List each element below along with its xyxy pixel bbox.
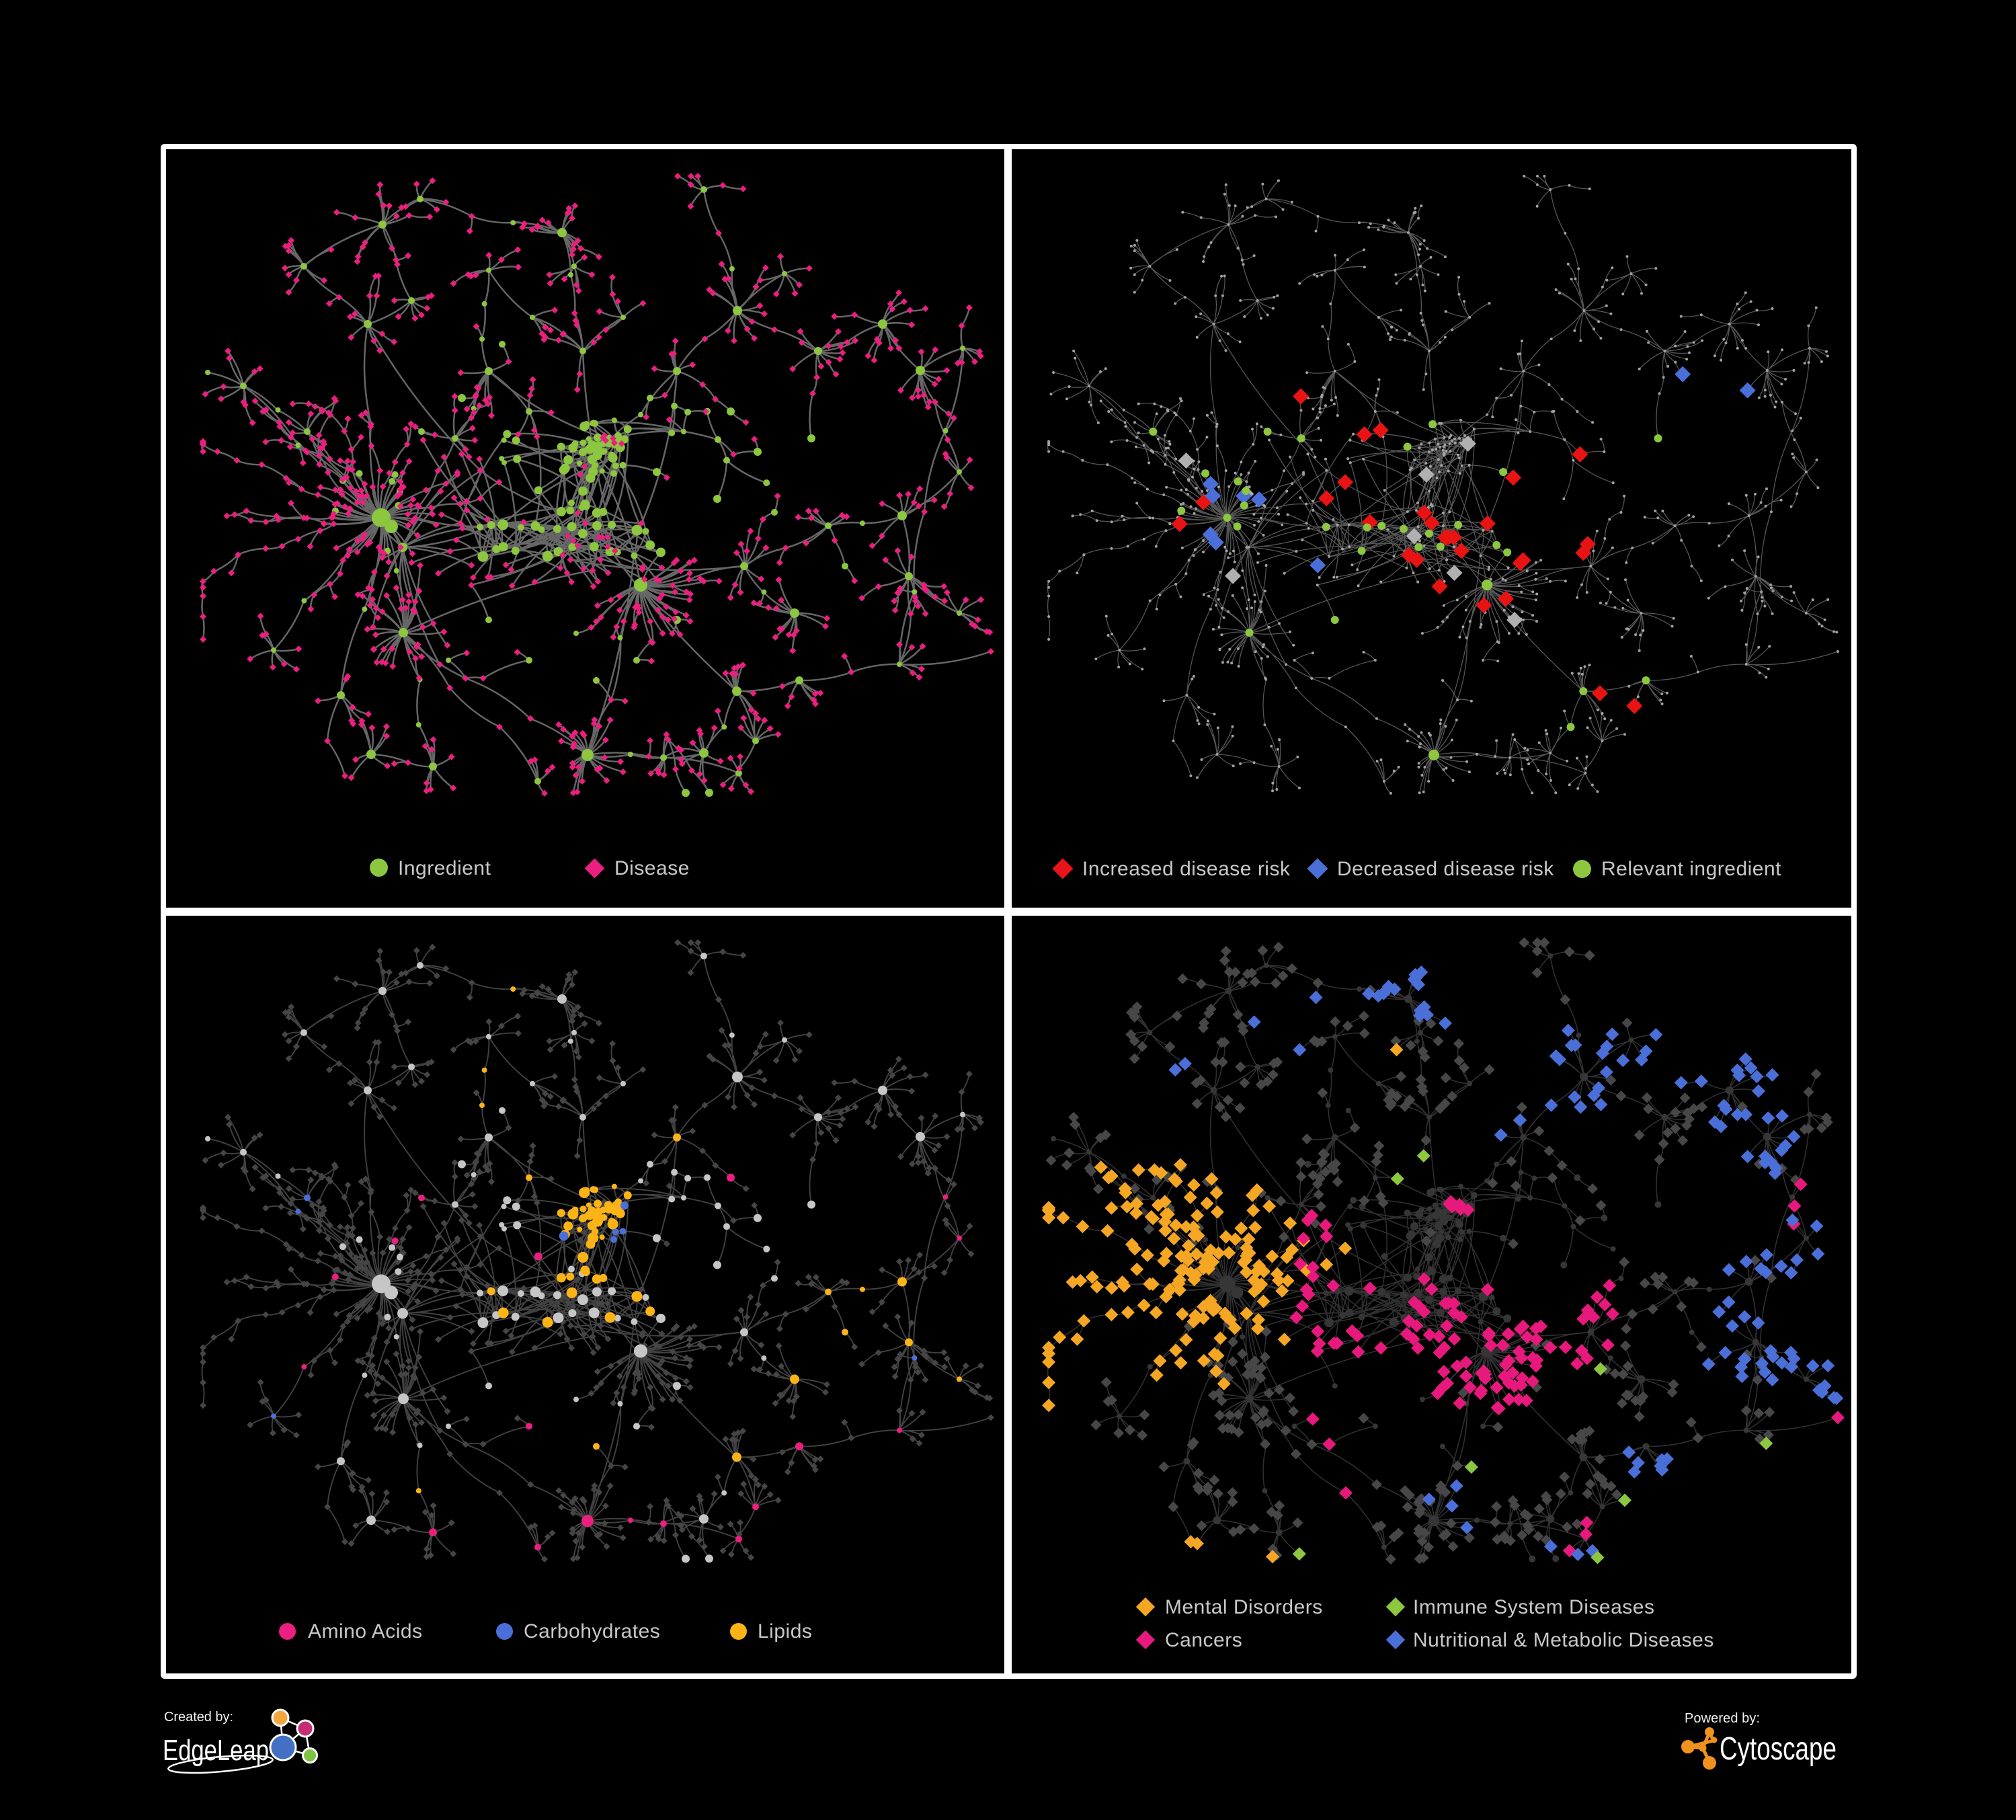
svg-text:Powered by:: Powered by: (1685, 1711, 1760, 1726)
svg-text:Created by:: Created by: (164, 1710, 233, 1725)
svg-text:Cytoscape: Cytoscape (1720, 1731, 1837, 1767)
svg-text:EdgeLeap: EdgeLeap (163, 1734, 269, 1767)
